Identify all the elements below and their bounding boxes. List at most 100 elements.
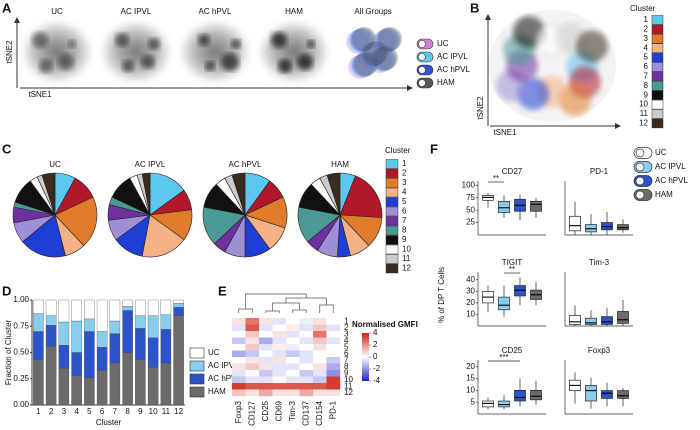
bar-segment — [109, 320, 121, 334]
legend-label: HAM — [655, 190, 673, 199]
row-label: 8 — [344, 362, 349, 371]
heat-cell — [326, 376, 341, 384]
legend-swatch — [651, 81, 664, 91]
heat-cell — [245, 370, 260, 377]
bar-segment — [135, 328, 146, 361]
overlay-region — [352, 53, 376, 77]
heat-cell — [245, 318, 260, 325]
bar-segment — [160, 314, 172, 330]
heat-cell — [313, 337, 327, 345]
heat-cell — [259, 350, 273, 358]
bar-segment — [45, 315, 57, 326]
overlay-region — [378, 27, 402, 51]
legend-swatch — [189, 347, 205, 359]
heat-cell — [313, 376, 327, 384]
density-spot — [221, 53, 239, 71]
box — [617, 311, 629, 324]
bar-segment — [45, 299, 57, 316]
legend-swatch — [385, 197, 399, 207]
bar-segment — [122, 352, 133, 406]
legend-label: 1 — [644, 15, 649, 24]
density-spot — [297, 54, 313, 70]
heat-cell — [259, 363, 273, 371]
legend-label: 7 — [402, 216, 407, 225]
heat-cell — [272, 337, 287, 345]
y-tick-label: 0.00 — [13, 400, 29, 409]
legend-label: 6 — [402, 207, 407, 216]
overlay-region — [372, 30, 396, 54]
heat-cell — [232, 363, 246, 371]
box — [530, 390, 542, 401]
panel-label: A — [2, 0, 12, 15]
bar-segment — [147, 315, 159, 338]
overlay-region — [360, 43, 384, 67]
heat-cell — [286, 370, 300, 377]
column-label: CD137 — [301, 400, 310, 425]
legend-swatch — [385, 206, 399, 217]
panel-label: B — [470, 0, 479, 15]
bar-segment — [58, 299, 70, 323]
y-tick-label: 75 — [466, 193, 475, 202]
legend-label: UC — [208, 348, 220, 357]
heat-cell — [245, 337, 260, 345]
heat-cell — [313, 370, 327, 377]
dendrogram — [319, 304, 334, 313]
row-label: 12 — [344, 388, 353, 397]
dendrogram — [285, 297, 327, 305]
bar-segment — [96, 347, 108, 371]
x-axis-label: Cluster — [96, 418, 122, 427]
legend-swatch — [385, 263, 399, 274]
density-map — [179, 20, 251, 84]
colorbar — [362, 333, 369, 381]
bar-segment — [84, 318, 95, 332]
legend-label: 3 — [402, 178, 407, 187]
heat-cell — [259, 331, 273, 338]
x-tick-label: 5 — [87, 407, 92, 416]
row-label: 11 — [344, 381, 353, 390]
bar-segment — [109, 299, 121, 322]
legend-label: 2 — [402, 169, 407, 178]
legend-label: 7 — [644, 72, 649, 81]
density-spot — [68, 40, 76, 48]
legend-swatch — [651, 34, 664, 44]
legend-swatch — [385, 235, 399, 245]
legend-dot — [635, 190, 645, 200]
bar-segment — [45, 346, 57, 406]
heat-cell — [299, 318, 314, 325]
legend-swatch — [651, 118, 664, 129]
bar-segment — [173, 307, 184, 316]
overlay-region — [348, 29, 372, 53]
y-tick-label: 50 — [466, 205, 475, 214]
x-tick-label: 7 — [113, 407, 118, 416]
pie-slice — [141, 172, 151, 216]
group-title: HAM — [285, 7, 303, 16]
legend-dot — [418, 40, 426, 48]
bar-segment — [71, 375, 82, 406]
overlay-region — [370, 48, 394, 72]
dendrogram — [265, 310, 280, 313]
y-tick-label: 10 — [466, 310, 475, 319]
bar-segment — [33, 313, 44, 332]
x-axis-label: tSNE1 — [28, 90, 52, 99]
heat-cell — [313, 363, 327, 371]
x-tick-label: 11 — [162, 407, 171, 416]
pie-slice — [22, 214, 66, 258]
heat-cell — [286, 383, 300, 390]
bar-segment — [160, 299, 172, 315]
box — [617, 390, 629, 399]
legend-swatch — [385, 216, 399, 226]
heat-cell — [232, 331, 246, 338]
pie-title: HAM — [331, 160, 349, 169]
heat-cell — [286, 337, 300, 345]
legend-swatch — [189, 386, 205, 398]
box — [514, 285, 526, 297]
box — [601, 316, 613, 325]
legend-label: AC hPVL — [655, 176, 688, 185]
heat-cell — [326, 331, 341, 338]
legend-label: AC IPVL — [208, 361, 239, 370]
heat-cell — [326, 370, 341, 377]
heat-cell — [272, 357, 287, 364]
bar-segment — [71, 299, 82, 322]
heat-cell — [272, 389, 287, 397]
heat-cell — [245, 344, 260, 351]
